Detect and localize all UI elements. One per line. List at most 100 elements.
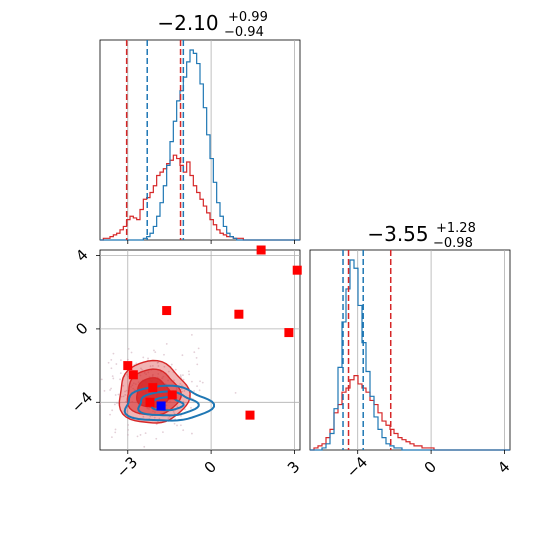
joint-sample-point [125, 389, 128, 392]
joint-sample-point [180, 384, 183, 387]
joint-sample-point [139, 434, 142, 436]
joint-sample-point [195, 356, 198, 359]
joint-sample-point [179, 383, 182, 385]
joint-sample-point [117, 393, 120, 396]
param-y-title-value: −3.55 [367, 222, 428, 246]
joint-sample-point [120, 359, 122, 362]
joint-sample-point [199, 380, 201, 383]
joint-sample-point [196, 363, 199, 366]
joint-sample-point [191, 432, 193, 435]
joint-sample-point [143, 445, 146, 448]
param-y-title-upper-err: +1.28 [436, 221, 476, 236]
joint-sample-point [124, 393, 127, 396]
joint-sample-point [142, 356, 145, 359]
hist-y-blue-series [310, 259, 510, 451]
joint-blue-marker [156, 401, 166, 411]
joint-sample-point [174, 368, 177, 371]
joint-sample-point [149, 365, 152, 368]
joint-y-tick-label: −4 [68, 388, 96, 416]
joint-x-tick-label: 0 [201, 458, 220, 477]
joint-sample-point [111, 375, 114, 378]
hist-y-panel: −4 0 4 [309, 249, 514, 481]
hist-x-quantile-lines [125, 40, 185, 240]
param-y-title: −3.55 [367, 222, 428, 246]
joint-sample-point [126, 433, 129, 436]
joint-sample-point [156, 361, 159, 364]
joint-sample-point [188, 373, 191, 376]
joint-sample-point [111, 409, 114, 412]
joint-sample-point [110, 387, 113, 390]
hist-y-tick-label: −4 [343, 453, 371, 481]
joint-red-marker [123, 361, 133, 371]
joint-sample-point [135, 362, 138, 365]
joint-sample-point [157, 365, 160, 367]
joint-sample-point [155, 437, 158, 440]
joint-sample-point [193, 390, 196, 392]
hist-x-ticks [127, 240, 295, 244]
joint-sample-point [163, 353, 165, 356]
joint-red-marker [145, 397, 155, 407]
joint-sample-point [162, 431, 164, 434]
joint-sample-point [126, 410, 129, 412]
joint-sample-point [114, 431, 117, 434]
hist-y-tick-label: 4 [494, 458, 513, 477]
joint-sample-point [153, 349, 155, 352]
joint-sample-point [183, 390, 186, 392]
joint-sample-point [109, 413, 111, 416]
joint-red-marker [234, 309, 244, 319]
joint-y-ticks: −4 0 4 [68, 246, 100, 416]
joint-sample-point [198, 389, 201, 392]
joint-sample-point [99, 402, 102, 405]
joint-sample-point [196, 385, 198, 387]
joint-sample-point [193, 351, 196, 354]
hist-y-tick-label: 0 [421, 458, 440, 477]
joint-sample-point [176, 424, 178, 427]
joint-sample-point [114, 394, 117, 396]
joint-sample-point [173, 379, 175, 382]
joint-sample-point [180, 387, 183, 390]
joint-sample-point [187, 370, 190, 373]
param-x-title: −2.10 [157, 11, 218, 35]
joint-sample-point [127, 347, 130, 350]
joint-sample-point [112, 377, 115, 380]
joint-sample-point [142, 415, 145, 418]
joint-sample-point [179, 375, 182, 378]
joint-sample-point [182, 378, 185, 381]
joint-sample-point [111, 436, 113, 439]
joint-sample-point [190, 380, 193, 383]
joint-blue-contour [137, 390, 200, 417]
joint-sample-point [158, 417, 161, 420]
joint-sample-point [155, 423, 158, 426]
joint-sample-point [113, 403, 116, 406]
joint-red-marker [256, 245, 266, 255]
hist-x-grid [127, 40, 295, 240]
joint-sample-point [141, 368, 143, 371]
joint-sample-point [172, 410, 175, 413]
hist-x-panel [99, 39, 301, 244]
joint-sample-point [149, 415, 152, 418]
joint-sample-point [126, 373, 128, 376]
joint-sample-point [201, 381, 204, 384]
joint-sample-point [180, 414, 182, 417]
joint-sample-point [170, 363, 173, 366]
joint-sample-point [124, 390, 126, 393]
hist-x-blue-series [100, 49, 300, 241]
joint-x-tick-label: 3 [284, 458, 303, 477]
joint-sample-point [179, 374, 182, 377]
joint-sample-point [115, 363, 118, 365]
joint-x-ticks: −3 0 3 [113, 450, 303, 481]
hist-x-steps [100, 49, 300, 241]
joint-red-marker [162, 306, 172, 316]
joint-sample-point [165, 343, 168, 345]
joint-sample-point [151, 364, 154, 367]
joint-y-tick-label: 4 [72, 246, 91, 265]
joint-sample-point [179, 424, 182, 427]
joint-red-marker [148, 383, 158, 393]
joint-x-tick-label: −3 [113, 453, 141, 481]
joint-sample-point [182, 429, 185, 432]
joint-blue-contour [123, 384, 215, 422]
joint-sample-point [107, 361, 110, 364]
joint-sample-point [140, 367, 142, 370]
hist-y-quantile-lines [342, 250, 392, 450]
